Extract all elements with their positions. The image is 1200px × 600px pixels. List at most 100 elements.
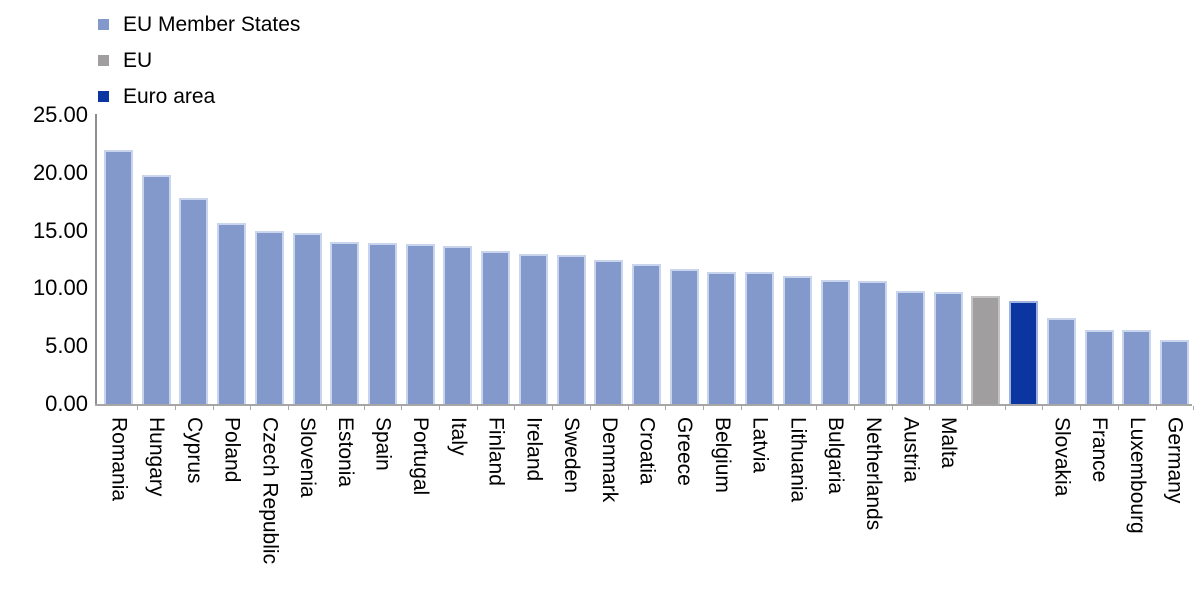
bar-denmark bbox=[594, 259, 624, 404]
x-axis-label-croatia: Croatia bbox=[635, 417, 659, 485]
bar-belgium bbox=[707, 272, 737, 404]
x-axis-tick bbox=[514, 406, 516, 410]
y-axis-tick-label-5.00: 5.00 bbox=[45, 333, 88, 359]
y-axis-tick-label-25.00: 25.00 bbox=[32, 102, 88, 127]
x-axis-tick bbox=[1080, 406, 1082, 410]
legend-swatch-euro-area bbox=[98, 91, 109, 102]
bar-spain bbox=[367, 243, 397, 404]
x-axis-tick bbox=[929, 406, 931, 410]
bar-poland bbox=[217, 222, 247, 404]
x-axis-tick bbox=[363, 406, 365, 410]
legend-item-eu-member-states: EU Member States bbox=[98, 12, 300, 37]
bar-netherlands bbox=[858, 281, 888, 404]
bar-slovakia bbox=[1046, 318, 1076, 404]
x-axis-tick bbox=[1004, 406, 1006, 410]
bar-romania bbox=[104, 149, 133, 404]
x-axis-line bbox=[95, 404, 1192, 406]
x-axis-tick bbox=[665, 406, 667, 410]
x-axis-label-slovenia: Slovenia bbox=[296, 417, 320, 498]
legend-swatch-eu-member-states bbox=[98, 19, 109, 30]
x-axis-tick bbox=[1042, 406, 1044, 410]
x-axis-tick bbox=[740, 406, 742, 410]
bar-france bbox=[1084, 330, 1114, 404]
x-axis-label-netherlands: Netherlands bbox=[861, 417, 885, 531]
x-axis-label-germany: Germany bbox=[1163, 417, 1187, 504]
x-axis-label-belgium: Belgium bbox=[710, 417, 734, 493]
x-axis-label-czech-republic: Czech Republic bbox=[258, 417, 282, 565]
bar-estonia bbox=[330, 242, 360, 404]
legend-item-euro-area: Euro area bbox=[98, 84, 300, 109]
y-axis-line bbox=[95, 114, 97, 406]
bar-finland bbox=[481, 251, 511, 404]
x-axis-label-france: France bbox=[1088, 417, 1112, 483]
x-axis-label-sweden: Sweden bbox=[560, 417, 584, 493]
x-axis-tick bbox=[703, 406, 705, 410]
x-axis-label-denmark: Denmark bbox=[597, 417, 621, 503]
legend-label: EU bbox=[123, 49, 153, 72]
bar-malta bbox=[933, 291, 963, 404]
x-axis-tick bbox=[853, 406, 855, 410]
x-axis-tick bbox=[212, 406, 214, 410]
bar-cyprus bbox=[179, 198, 209, 404]
x-axis-label-slovakia: Slovakia bbox=[1050, 417, 1074, 497]
x-axis-tick bbox=[1117, 406, 1119, 410]
x-axis-label-poland: Poland bbox=[220, 417, 244, 483]
x-axis-tick bbox=[401, 406, 403, 410]
bar-portugal bbox=[405, 244, 435, 404]
x-axis-label-ireland: Ireland bbox=[522, 417, 546, 482]
legend-item-eu: EU bbox=[98, 48, 300, 73]
x-axis-label-romania: Romania bbox=[107, 417, 131, 502]
y-axis-tick-label-0.00: 0.00 bbox=[45, 391, 88, 416]
bar-latvia bbox=[745, 272, 775, 404]
x-axis-tick bbox=[476, 406, 478, 410]
x-axis-label-luxembourg: Luxembourg bbox=[1125, 417, 1149, 534]
bar-eu bbox=[971, 296, 1001, 404]
x-axis-tick bbox=[175, 406, 177, 410]
x-axis-label-latvia: Latvia bbox=[748, 417, 772, 474]
legend-label: EU Member States bbox=[123, 13, 301, 36]
bar-luxembourg bbox=[1122, 330, 1152, 404]
x-axis-tick bbox=[325, 406, 327, 410]
y-axis-tick-label-15.00: 15.00 bbox=[32, 217, 88, 243]
bar-croatia bbox=[631, 264, 661, 404]
bar-slovenia bbox=[292, 232, 322, 404]
x-axis-label-hungary: Hungary bbox=[145, 417, 169, 497]
bar-ireland bbox=[518, 253, 548, 404]
x-axis-tick bbox=[627, 406, 629, 410]
legend-label: Euro area bbox=[123, 85, 216, 108]
x-axis-label-austria: Austria bbox=[899, 417, 923, 483]
x-axis-tick bbox=[891, 406, 893, 410]
legend: EU Member States EU Euro area bbox=[98, 12, 300, 109]
y-axis-tick-label-20.00: 20.00 bbox=[32, 159, 88, 185]
bar-austria bbox=[895, 290, 925, 404]
x-axis-label-lithuania: Lithuania bbox=[786, 417, 810, 503]
x-axis-label-estonia: Estonia bbox=[333, 417, 357, 488]
bar-hungary bbox=[141, 175, 171, 404]
x-axis-label-cyprus: Cyprus bbox=[182, 417, 206, 484]
bar-bulgaria bbox=[820, 280, 850, 404]
bar-sweden bbox=[556, 254, 586, 404]
x-axis-tick bbox=[439, 406, 441, 410]
x-axis-label-greece: Greece bbox=[673, 417, 697, 486]
x-axis-tick bbox=[1193, 406, 1195, 410]
x-axis-tick bbox=[589, 406, 591, 410]
bar-italy bbox=[443, 245, 473, 404]
bar-lithuania bbox=[782, 275, 812, 404]
y-axis-tick-label-10.00: 10.00 bbox=[32, 275, 88, 301]
x-axis-label-malta: Malta bbox=[937, 417, 961, 469]
x-axis-label-finland: Finland bbox=[484, 417, 508, 486]
bar-germany bbox=[1159, 340, 1189, 404]
legend-swatch-eu bbox=[98, 55, 109, 66]
x-axis-label-portugal: Portugal bbox=[409, 417, 433, 496]
x-axis-label-bulgaria: Bulgaria bbox=[824, 417, 848, 495]
x-axis-tick bbox=[816, 406, 818, 410]
x-axis-tick bbox=[137, 406, 139, 410]
bar-euro-area bbox=[1009, 301, 1039, 404]
x-axis-tick bbox=[552, 406, 554, 410]
x-axis-tick bbox=[778, 406, 780, 410]
x-axis-label-spain: Spain bbox=[371, 417, 395, 471]
x-axis-tick bbox=[967, 406, 969, 410]
x-axis-tick bbox=[1155, 406, 1157, 410]
x-axis-label-italy: Italy bbox=[446, 417, 470, 456]
